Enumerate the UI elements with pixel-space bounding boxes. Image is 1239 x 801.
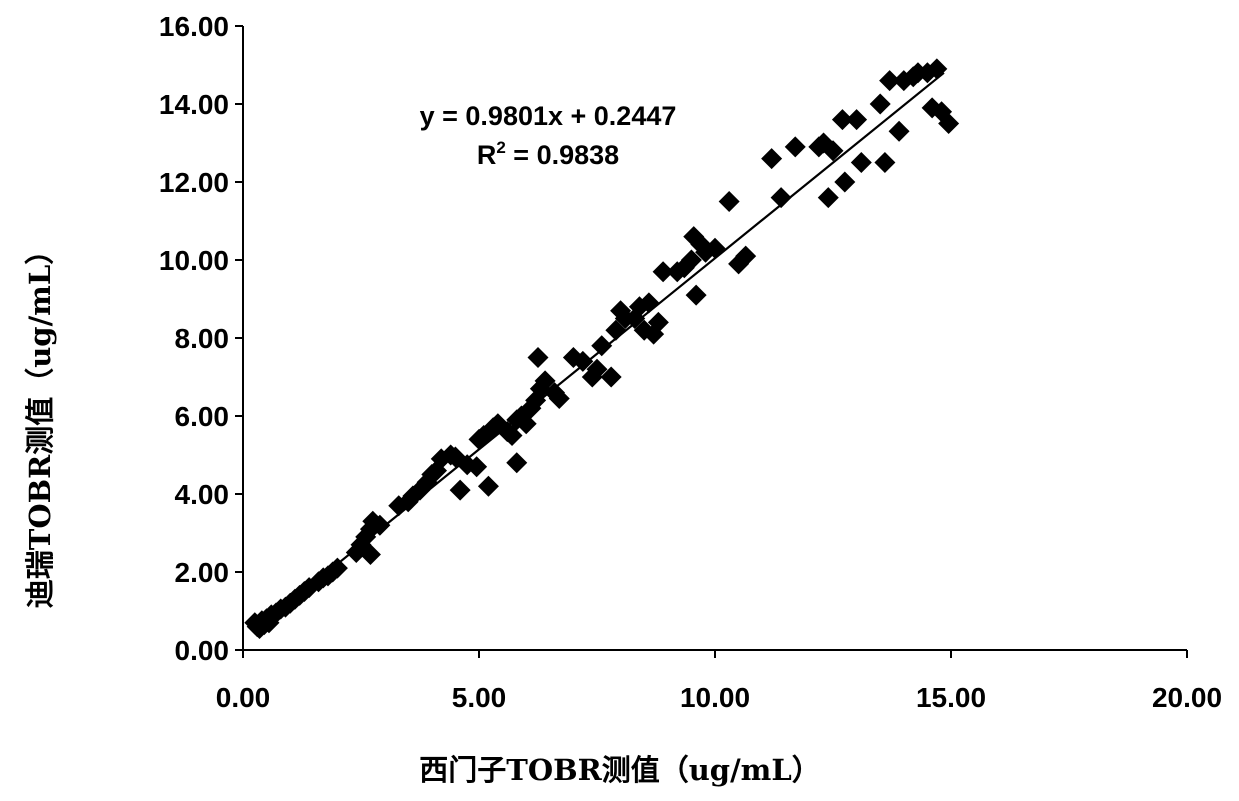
data-point: [478, 476, 499, 497]
y-tick-label: 14.00: [159, 89, 229, 120]
x-tick-label: 15.00: [916, 682, 986, 713]
x-axis-title: 西门子TOBR测值（ug/mL）: [419, 753, 820, 787]
r-squared-superscript: 2: [496, 138, 505, 157]
x-tick-label: 0.00: [216, 682, 271, 713]
data-point: [846, 109, 867, 130]
data-point: [818, 187, 839, 208]
axes-layer: [235, 26, 1187, 658]
data-point: [591, 335, 612, 356]
y-tick-label: 0.00: [175, 635, 230, 666]
r-squared-symbol: R: [477, 140, 497, 170]
data-point: [719, 191, 740, 212]
x-tick-label: 20.00: [1152, 682, 1222, 713]
data-point: [889, 121, 910, 142]
data-point: [686, 285, 707, 306]
y-tick-label: 12.00: [159, 167, 229, 198]
data-point: [874, 152, 895, 173]
x-tick-label: 5.00: [452, 682, 507, 713]
y-tick-label: 4.00: [175, 479, 230, 510]
data-point: [785, 136, 806, 157]
y-tick-label: 2.00: [175, 557, 230, 588]
data-point: [528, 347, 549, 368]
y-tick-label: 10.00: [159, 245, 229, 276]
data-point: [506, 452, 527, 473]
r-squared-value: = 0.9838: [506, 140, 619, 170]
y-tick-label: 6.00: [175, 401, 230, 432]
data-point: [870, 94, 891, 115]
data-point: [450, 480, 471, 501]
data-point: [761, 148, 782, 169]
x-tick-label: 10.00: [680, 682, 750, 713]
data-point: [834, 172, 855, 193]
r-squared-annotation: R2 = 0.9838: [477, 138, 619, 170]
regression-equation: y = 0.9801x + 0.2447: [420, 101, 677, 131]
data-point: [851, 152, 872, 173]
y-tick-label: 8.00: [175, 323, 230, 354]
y-axis-title: 迪瑞TOBR测值（ug/mL）: [23, 236, 57, 608]
y-tick-label: 16.00: [159, 11, 229, 42]
tick-labels-layer: 0.00 2.00 4.00 6.00 8.00 10.00 12.00 14.00 16.00…: [159, 11, 1222, 713]
